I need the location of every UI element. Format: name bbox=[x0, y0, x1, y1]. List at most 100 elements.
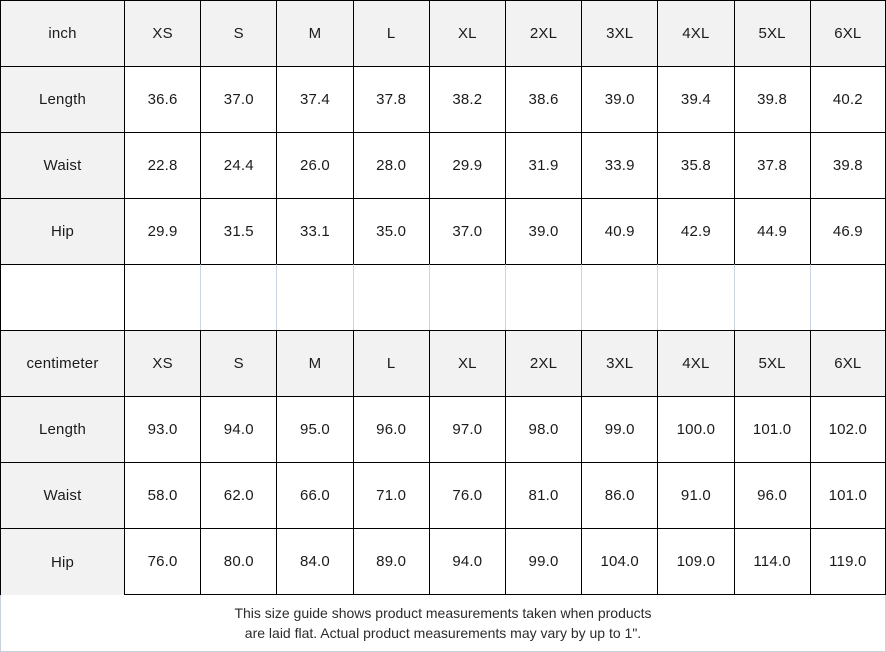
measurement-cell: 95.0 bbox=[276, 396, 353, 462]
inch-waist-row: Waist 22.8 24.4 26.0 28.0 29.9 31.9 33.9… bbox=[0, 132, 886, 198]
cm-header-row: centimeter XS S M L XL 2XL 3XL 4XL 5XL 6… bbox=[0, 330, 886, 396]
measurement-cell: 94.0 bbox=[200, 396, 277, 462]
measurement-cell: 22.8 bbox=[124, 132, 201, 198]
inch-length-row: Length 36.6 37.0 37.4 37.8 38.2 38.6 39.… bbox=[0, 66, 886, 132]
row-label: Length bbox=[0, 396, 124, 462]
empty-cell bbox=[809, 264, 886, 330]
measurement-cell: 96.0 bbox=[352, 396, 429, 462]
measurement-cell: 37.8 bbox=[352, 66, 429, 132]
footer-note-line2: are laid flat. Actual product measuremen… bbox=[244, 625, 642, 641]
size-header-cell: 6XL bbox=[809, 0, 886, 66]
measurement-cell: 37.0 bbox=[200, 66, 277, 132]
measurement-cell: 99.0 bbox=[504, 528, 582, 595]
measurement-cell: 28.0 bbox=[352, 132, 429, 198]
measurement-cell: 46.9 bbox=[809, 198, 886, 264]
size-header-cell: 4XL bbox=[657, 330, 734, 396]
measurement-cell: 29.9 bbox=[124, 198, 201, 264]
measurement-cell: 35.8 bbox=[657, 132, 734, 198]
size-header-cell: M bbox=[276, 0, 353, 66]
measurement-cell: 37.8 bbox=[733, 132, 810, 198]
empty-cell bbox=[200, 264, 277, 330]
size-header-cell: 3XL bbox=[581, 330, 658, 396]
measurement-cell: 98.0 bbox=[504, 396, 582, 462]
inch-hip-row: Hip 29.9 31.5 33.1 35.0 37.0 39.0 40.9 4… bbox=[0, 198, 886, 264]
measurement-cell: 39.4 bbox=[657, 66, 734, 132]
size-header-cell: 6XL bbox=[809, 330, 886, 396]
measurement-cell: 31.9 bbox=[504, 132, 582, 198]
size-header-cell: 2XL bbox=[504, 330, 582, 396]
measurement-cell: 93.0 bbox=[124, 396, 201, 462]
measurement-cell: 71.0 bbox=[352, 462, 429, 528]
size-header-cell: 5XL bbox=[733, 0, 810, 66]
measurement-cell: 36.6 bbox=[124, 66, 201, 132]
measurement-cell: 101.0 bbox=[733, 396, 810, 462]
size-header-cell: XS bbox=[124, 330, 201, 396]
measurement-cell: 39.0 bbox=[581, 66, 658, 132]
measurement-cell: 80.0 bbox=[200, 528, 277, 595]
measurement-cell: 42.9 bbox=[657, 198, 734, 264]
measurement-cell: 76.0 bbox=[428, 462, 505, 528]
measurement-cell: 33.9 bbox=[581, 132, 658, 198]
size-guide-table: inch XS S M L XL 2XL 3XL 4XL 5XL 6XL Len… bbox=[0, 0, 886, 595]
measurement-cell: 119.0 bbox=[809, 528, 886, 595]
measurement-cell: 109.0 bbox=[657, 528, 734, 595]
cm-length-row: Length 93.0 94.0 95.0 96.0 97.0 98.0 99.… bbox=[0, 396, 886, 462]
measurement-cell: 86.0 bbox=[581, 462, 658, 528]
size-header-cell: M bbox=[276, 330, 353, 396]
measurement-cell: 38.2 bbox=[428, 66, 505, 132]
measurement-cell: 29.9 bbox=[428, 132, 505, 198]
cm-hip-row: Hip 76.0 80.0 84.0 89.0 94.0 99.0 104.0 … bbox=[0, 528, 886, 595]
cm-waist-row: Waist 58.0 62.0 66.0 71.0 76.0 81.0 86.0… bbox=[0, 462, 886, 528]
measurement-cell: 101.0 bbox=[809, 462, 886, 528]
measurement-cell: 39.0 bbox=[504, 198, 582, 264]
empty-cell bbox=[581, 264, 658, 330]
size-header-cell: XS bbox=[124, 0, 201, 66]
measurement-cell: 62.0 bbox=[200, 462, 277, 528]
measurement-cell: 37.4 bbox=[276, 66, 353, 132]
measurement-cell: 81.0 bbox=[504, 462, 582, 528]
row-label: Length bbox=[0, 66, 124, 132]
size-header-cell: 4XL bbox=[657, 0, 734, 66]
row-label: Waist bbox=[0, 132, 124, 198]
size-header-cell: XL bbox=[428, 330, 505, 396]
measurement-cell: 94.0 bbox=[428, 528, 505, 595]
size-header-cell: 3XL bbox=[581, 0, 658, 66]
size-header-cell: XL bbox=[428, 0, 505, 66]
measurement-cell: 97.0 bbox=[428, 396, 505, 462]
empty-cell bbox=[504, 264, 582, 330]
empty-cell bbox=[733, 264, 810, 330]
measurement-cell: 39.8 bbox=[809, 132, 886, 198]
size-header-cell: L bbox=[352, 0, 429, 66]
measurement-cell: 37.0 bbox=[428, 198, 505, 264]
measurement-cell: 76.0 bbox=[124, 528, 201, 595]
measurement-cell: 26.0 bbox=[276, 132, 353, 198]
inch-unit-label: inch bbox=[0, 0, 124, 66]
measurement-cell: 84.0 bbox=[276, 528, 353, 595]
measurement-cell: 35.0 bbox=[352, 198, 429, 264]
measurement-cell: 102.0 bbox=[809, 396, 886, 462]
empty-cell bbox=[657, 264, 734, 330]
measurement-cell: 39.8 bbox=[733, 66, 810, 132]
empty-cell bbox=[352, 264, 429, 330]
size-header-cell: 2XL bbox=[504, 0, 582, 66]
row-label: Hip bbox=[0, 528, 124, 595]
measurement-cell: 104.0 bbox=[581, 528, 658, 595]
inch-header-row: inch XS S M L XL 2XL 3XL 4XL 5XL 6XL bbox=[0, 0, 886, 66]
measurement-cell: 40.2 bbox=[809, 66, 886, 132]
spacer-row bbox=[0, 264, 886, 330]
measurement-cell: 91.0 bbox=[657, 462, 734, 528]
row-label: Hip bbox=[0, 198, 124, 264]
footer-note: This size guide shows product measuremen… bbox=[0, 595, 886, 652]
empty-cell bbox=[428, 264, 505, 330]
size-header-cell: S bbox=[200, 0, 277, 66]
measurement-cell: 96.0 bbox=[733, 462, 810, 528]
measurement-cell: 31.5 bbox=[200, 198, 277, 264]
footer-note-line1: This size guide shows product measuremen… bbox=[234, 605, 652, 621]
measurement-cell: 114.0 bbox=[733, 528, 810, 595]
size-header-cell: L bbox=[352, 330, 429, 396]
measurement-cell: 44.9 bbox=[733, 198, 810, 264]
measurement-cell: 100.0 bbox=[657, 396, 734, 462]
cm-unit-label: centimeter bbox=[0, 330, 124, 396]
size-header-cell: 5XL bbox=[733, 330, 810, 396]
empty-cell bbox=[0, 264, 124, 330]
